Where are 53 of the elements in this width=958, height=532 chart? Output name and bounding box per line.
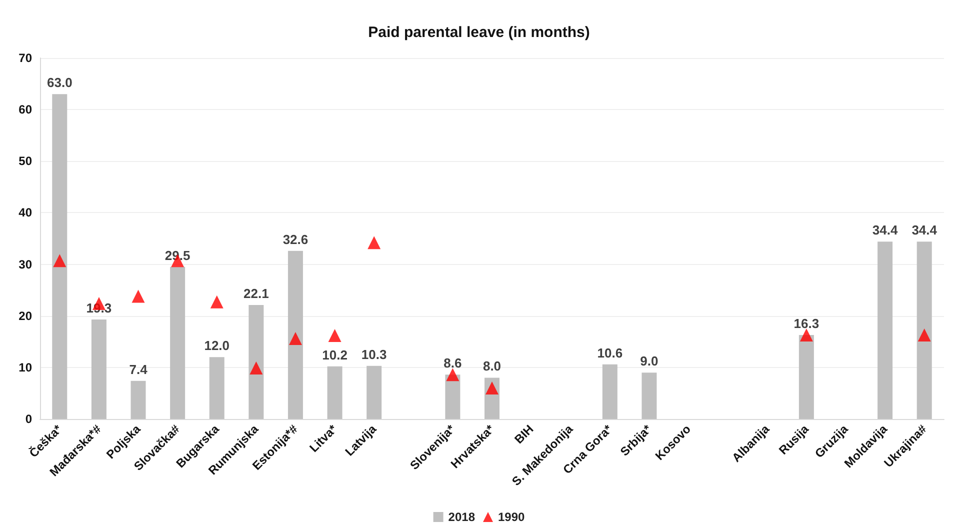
bar	[52, 94, 68, 419]
legend-label: 1990	[498, 510, 526, 524]
data-label: 19.3	[86, 300, 112, 316]
data-label: 16.3	[794, 316, 820, 331]
point	[918, 328, 931, 342]
point	[132, 290, 145, 303]
data-label: 34.4	[872, 222, 898, 238]
y-tick-label: 20	[18, 308, 32, 323]
point	[210, 295, 224, 308]
data-label: 10.3	[361, 346, 387, 362]
point	[328, 328, 342, 342]
bar	[327, 366, 342, 419]
data-label: 9.0	[640, 354, 658, 369]
bar	[248, 305, 264, 419]
bar	[916, 242, 932, 419]
bar	[288, 250, 303, 419]
point	[250, 361, 263, 374]
bar	[366, 366, 382, 419]
bar	[130, 380, 146, 419]
bar	[170, 266, 186, 419]
bar	[642, 372, 657, 419]
y-tick-label: 10	[18, 360, 32, 374]
bar	[878, 242, 893, 419]
y-tick-label: 0	[25, 412, 32, 426]
bar	[602, 364, 618, 419]
data-label: 10.2	[322, 347, 348, 362]
bar	[798, 334, 814, 419]
y-tick-label: 60	[18, 102, 32, 117]
point	[446, 368, 460, 382]
bar	[445, 374, 460, 419]
point	[288, 332, 302, 346]
legend-label: 2018	[448, 510, 476, 524]
data-label: 29.5	[164, 248, 190, 263]
data-label: 7.4	[129, 362, 148, 377]
data-label: 22.1	[244, 286, 269, 302]
point	[53, 254, 66, 268]
data-label: 10.6	[597, 345, 623, 360]
y-tick-label: 70	[18, 51, 32, 65]
y-tick-label: 30	[18, 257, 32, 272]
y-tick-label: 40	[18, 206, 32, 220]
point	[368, 236, 381, 250]
point	[800, 328, 813, 342]
bar	[209, 357, 224, 419]
bar	[91, 319, 106, 419]
data-label: 63.0	[46, 75, 72, 90]
data-label: 8.6	[444, 356, 462, 371]
point	[486, 382, 498, 395]
data-label: 8.0	[482, 358, 502, 374]
data-label: 32.6	[282, 232, 308, 247]
chart-title: Paid parental leave (in months)	[368, 24, 590, 41]
y-tick-label: 50	[18, 154, 32, 168]
data-label: 34.4	[912, 222, 938, 238]
data-label: 12.0	[204, 338, 230, 354]
